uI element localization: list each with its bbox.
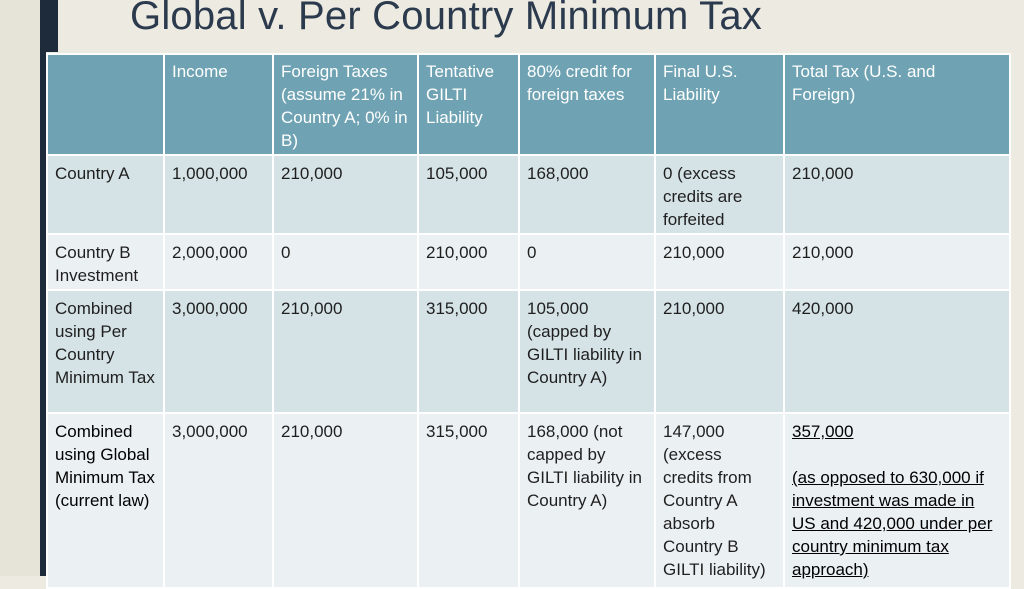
- table-row: Combined using Per Country Minimum Tax 3…: [46, 289, 1011, 414]
- header-cell-foreign-taxes: Foreign Taxes (assume 21% in Country A; …: [272, 53, 419, 156]
- row-label: Country A: [46, 154, 165, 235]
- table-cell: 210,000: [783, 233, 1011, 291]
- left-accent-bar: [40, 0, 46, 576]
- table-cell: 210,000: [654, 289, 785, 414]
- row-label: Country B Investment: [46, 233, 165, 291]
- row-label: Combined using Per Country Minimum Tax: [46, 289, 165, 414]
- table-cell: 315,000: [417, 412, 520, 589]
- header-cell-final-us: Final U.S. Liability: [654, 53, 785, 156]
- table-cell: 3,000,000: [163, 412, 274, 589]
- table-cell: 105,000 (capped by GILTI liability in Co…: [518, 289, 656, 414]
- table-cell: 210,000: [783, 154, 1011, 235]
- table-cell: 210,000: [417, 233, 520, 291]
- tax-comparison-table: Income Foreign Taxes (assume 21% in Coun…: [46, 53, 1011, 589]
- table-cell: 105,000: [417, 154, 520, 235]
- table-cell: 3,000,000: [163, 289, 274, 414]
- table-cell: 210,000: [272, 412, 419, 589]
- table-cell: 315,000: [417, 289, 520, 414]
- table-cell: 168,000 (not capped by GILTI liability i…: [518, 412, 656, 589]
- slide-title: Global v. Per Country Minimum Tax: [130, 0, 762, 38]
- header-cell-credit: 80% credit for foreign taxes: [518, 53, 656, 156]
- spacer: [792, 443, 1002, 466]
- header-cell-tentative-gilti: Tentative GILTI Liability: [417, 53, 520, 156]
- table-cell: 420,000: [783, 289, 1011, 414]
- table-header-row: Income Foreign Taxes (assume 21% in Coun…: [46, 53, 1011, 156]
- header-cell-blank: [46, 53, 165, 156]
- table-cell: 147,000 (excess credits from Country A a…: [654, 412, 785, 589]
- table-row: Country A 1,000,000 210,000 105,000 168,…: [46, 154, 1011, 235]
- left-decor-strip: [0, 0, 42, 576]
- table-cell: 210,000: [654, 233, 785, 291]
- table-cell: 0: [518, 233, 656, 291]
- table-row: Country B Investment 2,000,000 0 210,000…: [46, 233, 1011, 291]
- table-cell: 0 (excess credits are forfeited: [654, 154, 785, 235]
- row-label: Combined using Global Minimum Tax (curre…: [46, 412, 165, 589]
- table-cell: 210,000: [272, 154, 419, 235]
- left-accent-tab: [40, 0, 58, 52]
- total-tax-cell: 357,000 (as opposed to 630,000 if invest…: [783, 412, 1011, 589]
- table-cell: 168,000: [518, 154, 656, 235]
- total-tax-value: 357,000: [792, 422, 854, 441]
- table-cell: 210,000: [272, 289, 419, 414]
- table-cell: 0: [272, 233, 419, 291]
- header-cell-income: Income: [163, 53, 274, 156]
- table-cell: 1,000,000: [163, 154, 274, 235]
- table-row: Combined using Global Minimum Tax (curre…: [46, 412, 1011, 589]
- header-cell-total-tax: Total Tax (U.S. and Foreign): [783, 53, 1011, 156]
- table-cell: 2,000,000: [163, 233, 274, 291]
- total-tax-note: (as opposed to 630,000 if investment was…: [792, 468, 993, 579]
